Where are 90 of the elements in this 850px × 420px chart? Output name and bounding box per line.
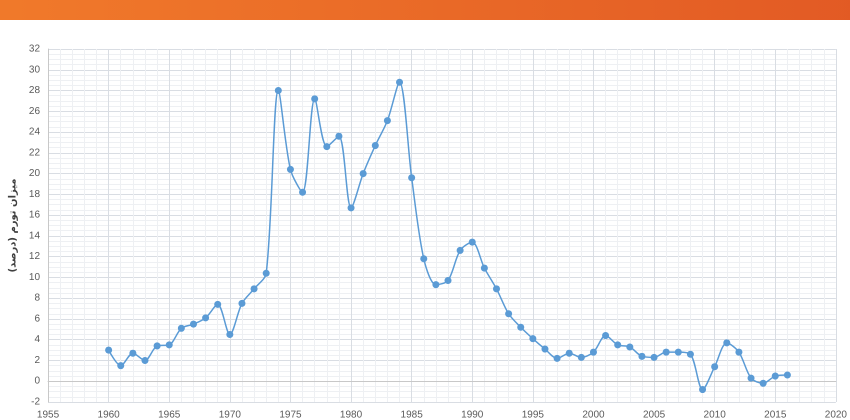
y-tick-label: 4	[34, 334, 40, 346]
point	[468, 238, 476, 246]
y-tick-label: 30	[28, 64, 40, 76]
point	[420, 255, 428, 262]
point	[299, 188, 306, 196]
y-tick-label: 26	[28, 106, 40, 117]
point	[396, 78, 404, 86]
x-tick-label: 1975	[279, 410, 302, 420]
point	[578, 354, 585, 361]
point	[626, 343, 634, 350]
y-axis-title: میزان تورم (درصد)	[8, 178, 18, 272]
point	[784, 372, 791, 379]
point	[566, 350, 573, 357]
x-tick-label: 2020	[824, 410, 848, 420]
point	[638, 352, 646, 360]
point	[372, 142, 379, 150]
x-tick-label: 1965	[158, 410, 181, 420]
point	[286, 166, 294, 173]
point	[360, 170, 367, 178]
point	[274, 87, 282, 94]
point	[178, 324, 185, 332]
x-tick-label: 1980	[340, 410, 363, 420]
point	[238, 300, 246, 307]
point	[711, 363, 718, 370]
y-tick-label: -2	[31, 396, 40, 408]
point	[250, 285, 258, 292]
y-tick-label: 0	[34, 376, 40, 387]
x-tick-label: 1995	[522, 410, 544, 420]
point	[590, 348, 597, 356]
x-tick-label: 2010	[704, 410, 726, 420]
point	[602, 332, 610, 340]
point	[772, 372, 779, 380]
y-tick-label: 22	[28, 147, 40, 158]
point	[311, 95, 318, 102]
point	[541, 346, 548, 353]
point	[166, 341, 173, 348]
y-tick-label: 24	[28, 126, 40, 138]
point	[384, 117, 391, 124]
point	[735, 348, 742, 356]
point	[105, 346, 112, 354]
x-tick-label: 1955	[36, 410, 60, 420]
point	[154, 342, 161, 350]
y-tick-label: 16	[28, 210, 40, 221]
x-tick-label: 1990	[461, 410, 484, 420]
point	[723, 339, 730, 346]
y-tick-label: 18	[28, 188, 40, 200]
x-tick-label: 2000	[582, 410, 606, 420]
point	[444, 277, 452, 284]
point	[517, 324, 524, 331]
point	[456, 246, 464, 254]
x-tick-label: 2015	[764, 410, 787, 420]
point	[226, 331, 234, 338]
point	[699, 386, 706, 394]
point	[760, 380, 767, 387]
point	[662, 348, 670, 356]
point	[686, 350, 694, 358]
point	[748, 374, 755, 382]
point	[190, 320, 197, 328]
point	[674, 348, 682, 356]
y-tick-label: 6	[34, 313, 40, 324]
point	[408, 174, 416, 182]
point	[117, 362, 124, 370]
point	[529, 335, 536, 342]
y-tick-label: 14	[28, 230, 40, 242]
point	[432, 281, 440, 288]
point	[335, 132, 342, 140]
y-tick-label: 10	[28, 272, 40, 283]
x-tick-label: 2005	[642, 410, 666, 420]
y-tick-label: 32	[28, 44, 40, 54]
y-tick-label: 28	[28, 85, 40, 96]
point	[262, 270, 270, 277]
point	[202, 314, 210, 322]
y-tick-label: 12	[28, 251, 40, 262]
point	[129, 350, 136, 357]
point	[141, 356, 148, 364]
point	[650, 354, 658, 361]
x-tick-label: 1970	[218, 410, 242, 420]
x-tick-label: 1985	[400, 410, 424, 420]
point	[554, 354, 561, 362]
y-tick-label: 20	[28, 168, 40, 180]
point	[493, 285, 500, 292]
x-tick-label: 1960	[98, 410, 120, 420]
y-tick-label: 2	[34, 354, 40, 366]
point	[614, 341, 622, 348]
point	[505, 310, 512, 318]
point	[323, 143, 330, 150]
point	[214, 300, 222, 308]
point	[480, 264, 488, 272]
y-tick-label: 8	[34, 292, 40, 304]
point	[348, 204, 355, 212]
